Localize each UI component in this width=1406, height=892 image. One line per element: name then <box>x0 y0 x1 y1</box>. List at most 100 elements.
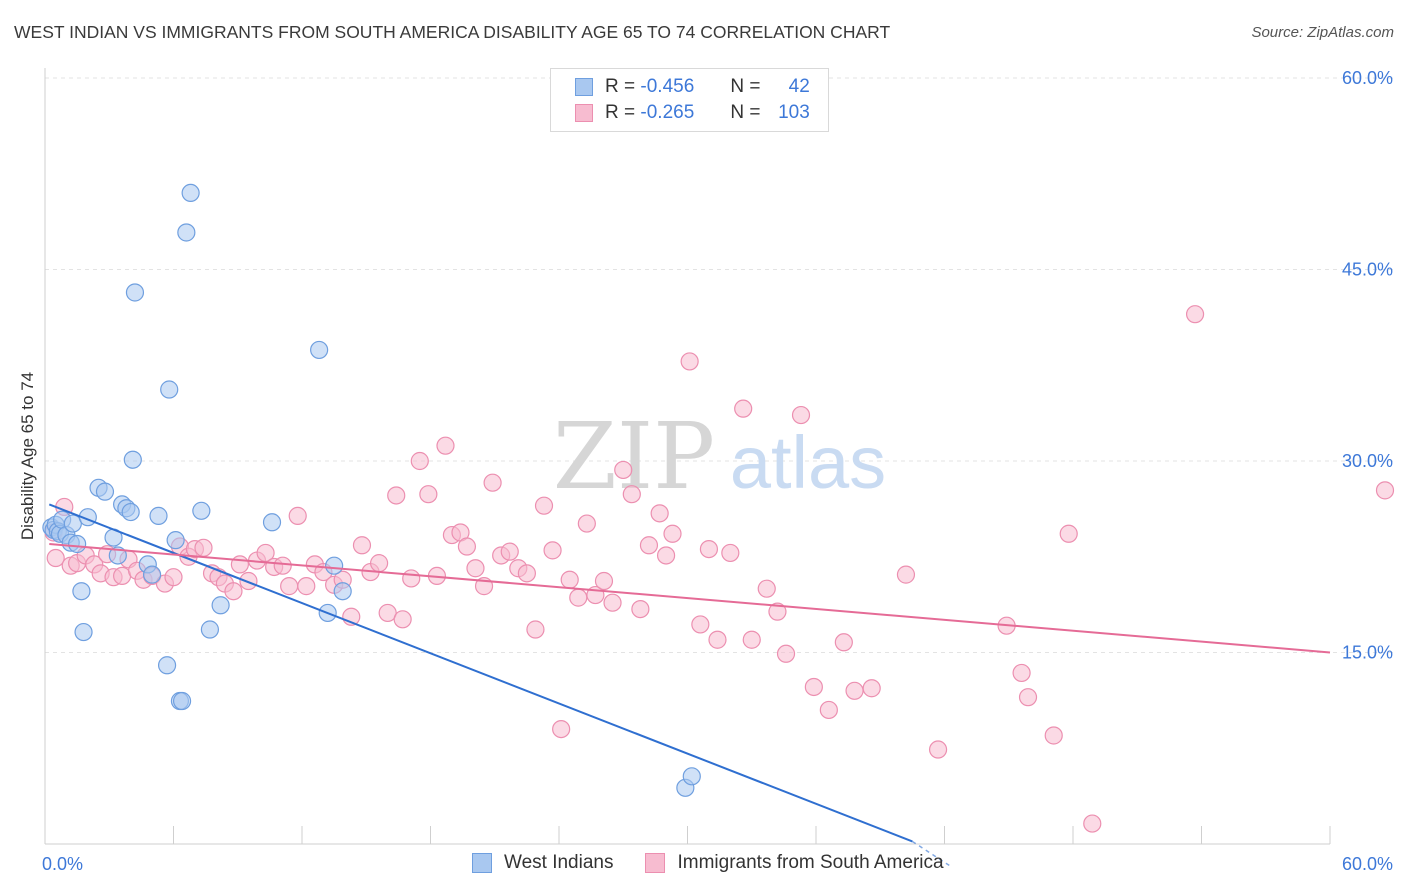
immigrants-point <box>419 485 438 504</box>
immigrants-point <box>526 620 545 639</box>
west-indians-point <box>125 283 145 302</box>
west-indians-point <box>200 620 220 639</box>
immigrants-point <box>280 577 299 596</box>
west-indians-point <box>149 506 168 525</box>
y-tick-label: 60.0% <box>1342 68 1393 88</box>
legend-n-value: 103 <box>778 102 810 123</box>
legend-r-value: -0.456 <box>640 76 695 97</box>
immigrants-point <box>791 405 811 425</box>
west-indians-point <box>74 622 93 642</box>
immigrants-point <box>569 588 588 607</box>
west-indians-point <box>68 534 87 554</box>
immigrants-point <box>370 554 389 573</box>
west-indians-point <box>157 656 177 675</box>
correlation-legend: R = -0.456 N = 42 R = -0.265 N = 103 <box>550 68 829 132</box>
immigrants-point <box>352 536 372 555</box>
immigrants-point <box>297 577 316 596</box>
west-indians-point <box>166 531 185 550</box>
immigrants-point <box>1012 663 1031 683</box>
west-indians-point <box>177 223 196 242</box>
west-indians-point <box>123 450 142 469</box>
immigrants-point <box>517 564 536 583</box>
immigrants-point <box>224 582 243 601</box>
west-indians-point <box>682 767 701 786</box>
legend-label-immigrants: Immigrants from South America <box>677 852 944 873</box>
immigrants-point <box>230 555 249 574</box>
y-axis-label: Disability Age 65 to 74 <box>18 371 37 541</box>
west-indians-point <box>181 183 200 202</box>
y-tick-label: 30.0% <box>1342 451 1393 471</box>
immigrants-point <box>699 539 719 559</box>
legend-row-west-indians: R = -0.456 N = 42 <box>575 75 810 99</box>
legend-n-value: 42 <box>788 76 810 97</box>
immigrants-point <box>436 436 455 455</box>
immigrants-point <box>46 548 65 568</box>
west-indians-trend-line <box>48 503 913 843</box>
immigrants-point <box>680 352 699 371</box>
immigrants-point <box>896 565 916 584</box>
immigrants-point <box>656 546 676 565</box>
watermark-atlas: atlas <box>730 421 886 504</box>
immigrants-point <box>639 536 659 555</box>
west-indians-point <box>333 582 352 601</box>
series-immigrants-points <box>44 305 1395 833</box>
west-indians-point <box>211 596 230 615</box>
immigrants-point <box>552 719 571 739</box>
legend-n-label: N = <box>730 76 761 97</box>
legend-row-immigrants: R = -0.265 N = 103 <box>575 101 810 125</box>
immigrants-point <box>534 496 554 515</box>
immigrants-point <box>239 571 258 591</box>
x-tick-label-max: 60.0% <box>1342 854 1393 874</box>
trend-lines <box>48 503 1331 869</box>
immigrants-point <box>457 537 477 556</box>
immigrants-point <box>691 615 710 634</box>
west-indians-point <box>192 501 211 520</box>
immigrants-point <box>845 681 864 700</box>
immigrants-point <box>402 569 421 588</box>
y-tick-label: 45.0% <box>1342 260 1393 280</box>
legend-r-label: R = <box>605 76 636 97</box>
legend-swatch-west-indians <box>472 853 492 873</box>
immigrants-trend-line <box>49 542 1331 654</box>
immigrants-point <box>560 570 579 589</box>
west-indians-point <box>142 565 162 584</box>
immigrants-point <box>834 633 853 652</box>
immigrants-point <box>776 644 796 663</box>
series-legend: West Indians Immigrants from South Ameri… <box>472 852 944 874</box>
west-indians-point <box>72 582 91 601</box>
axes <box>44 68 1331 845</box>
immigrants-point <box>466 559 485 578</box>
legend-swatch-blue <box>575 78 593 96</box>
y-tick-label: 15.0% <box>1342 643 1393 663</box>
source-credit: Source: ZipAtlas.com <box>1251 24 1394 41</box>
west-indians-point <box>325 556 344 575</box>
immigrants-point <box>543 541 562 560</box>
immigrants-point <box>1018 688 1038 707</box>
immigrants-point <box>273 556 292 575</box>
grid-lines <box>45 77 1393 653</box>
immigrants-point <box>663 524 682 543</box>
legend-n-label: N = <box>730 102 761 123</box>
legend-r-value: -0.265 <box>640 102 695 123</box>
immigrants-point <box>387 486 406 505</box>
immigrants-point <box>622 485 641 504</box>
immigrants-point <box>594 571 614 591</box>
immigrants-point <box>1044 726 1063 745</box>
immigrants-point <box>603 593 622 612</box>
series-west-indians-points <box>42 183 701 797</box>
west-indians-point <box>160 380 179 399</box>
immigrants-point <box>500 542 519 561</box>
immigrants-point <box>1083 814 1102 833</box>
immigrants-point <box>734 399 753 418</box>
legend-r-label: R = <box>605 102 636 123</box>
legend-swatch-pink <box>575 104 593 122</box>
immigrants-point <box>742 630 761 649</box>
immigrants-point <box>393 610 412 629</box>
immigrants-point <box>804 677 823 697</box>
immigrants-point <box>378 603 397 623</box>
immigrants-point <box>1375 481 1395 500</box>
immigrants-point <box>288 506 307 525</box>
x-tick-label-min: 0.0% <box>42 854 83 874</box>
immigrants-point <box>708 630 727 649</box>
